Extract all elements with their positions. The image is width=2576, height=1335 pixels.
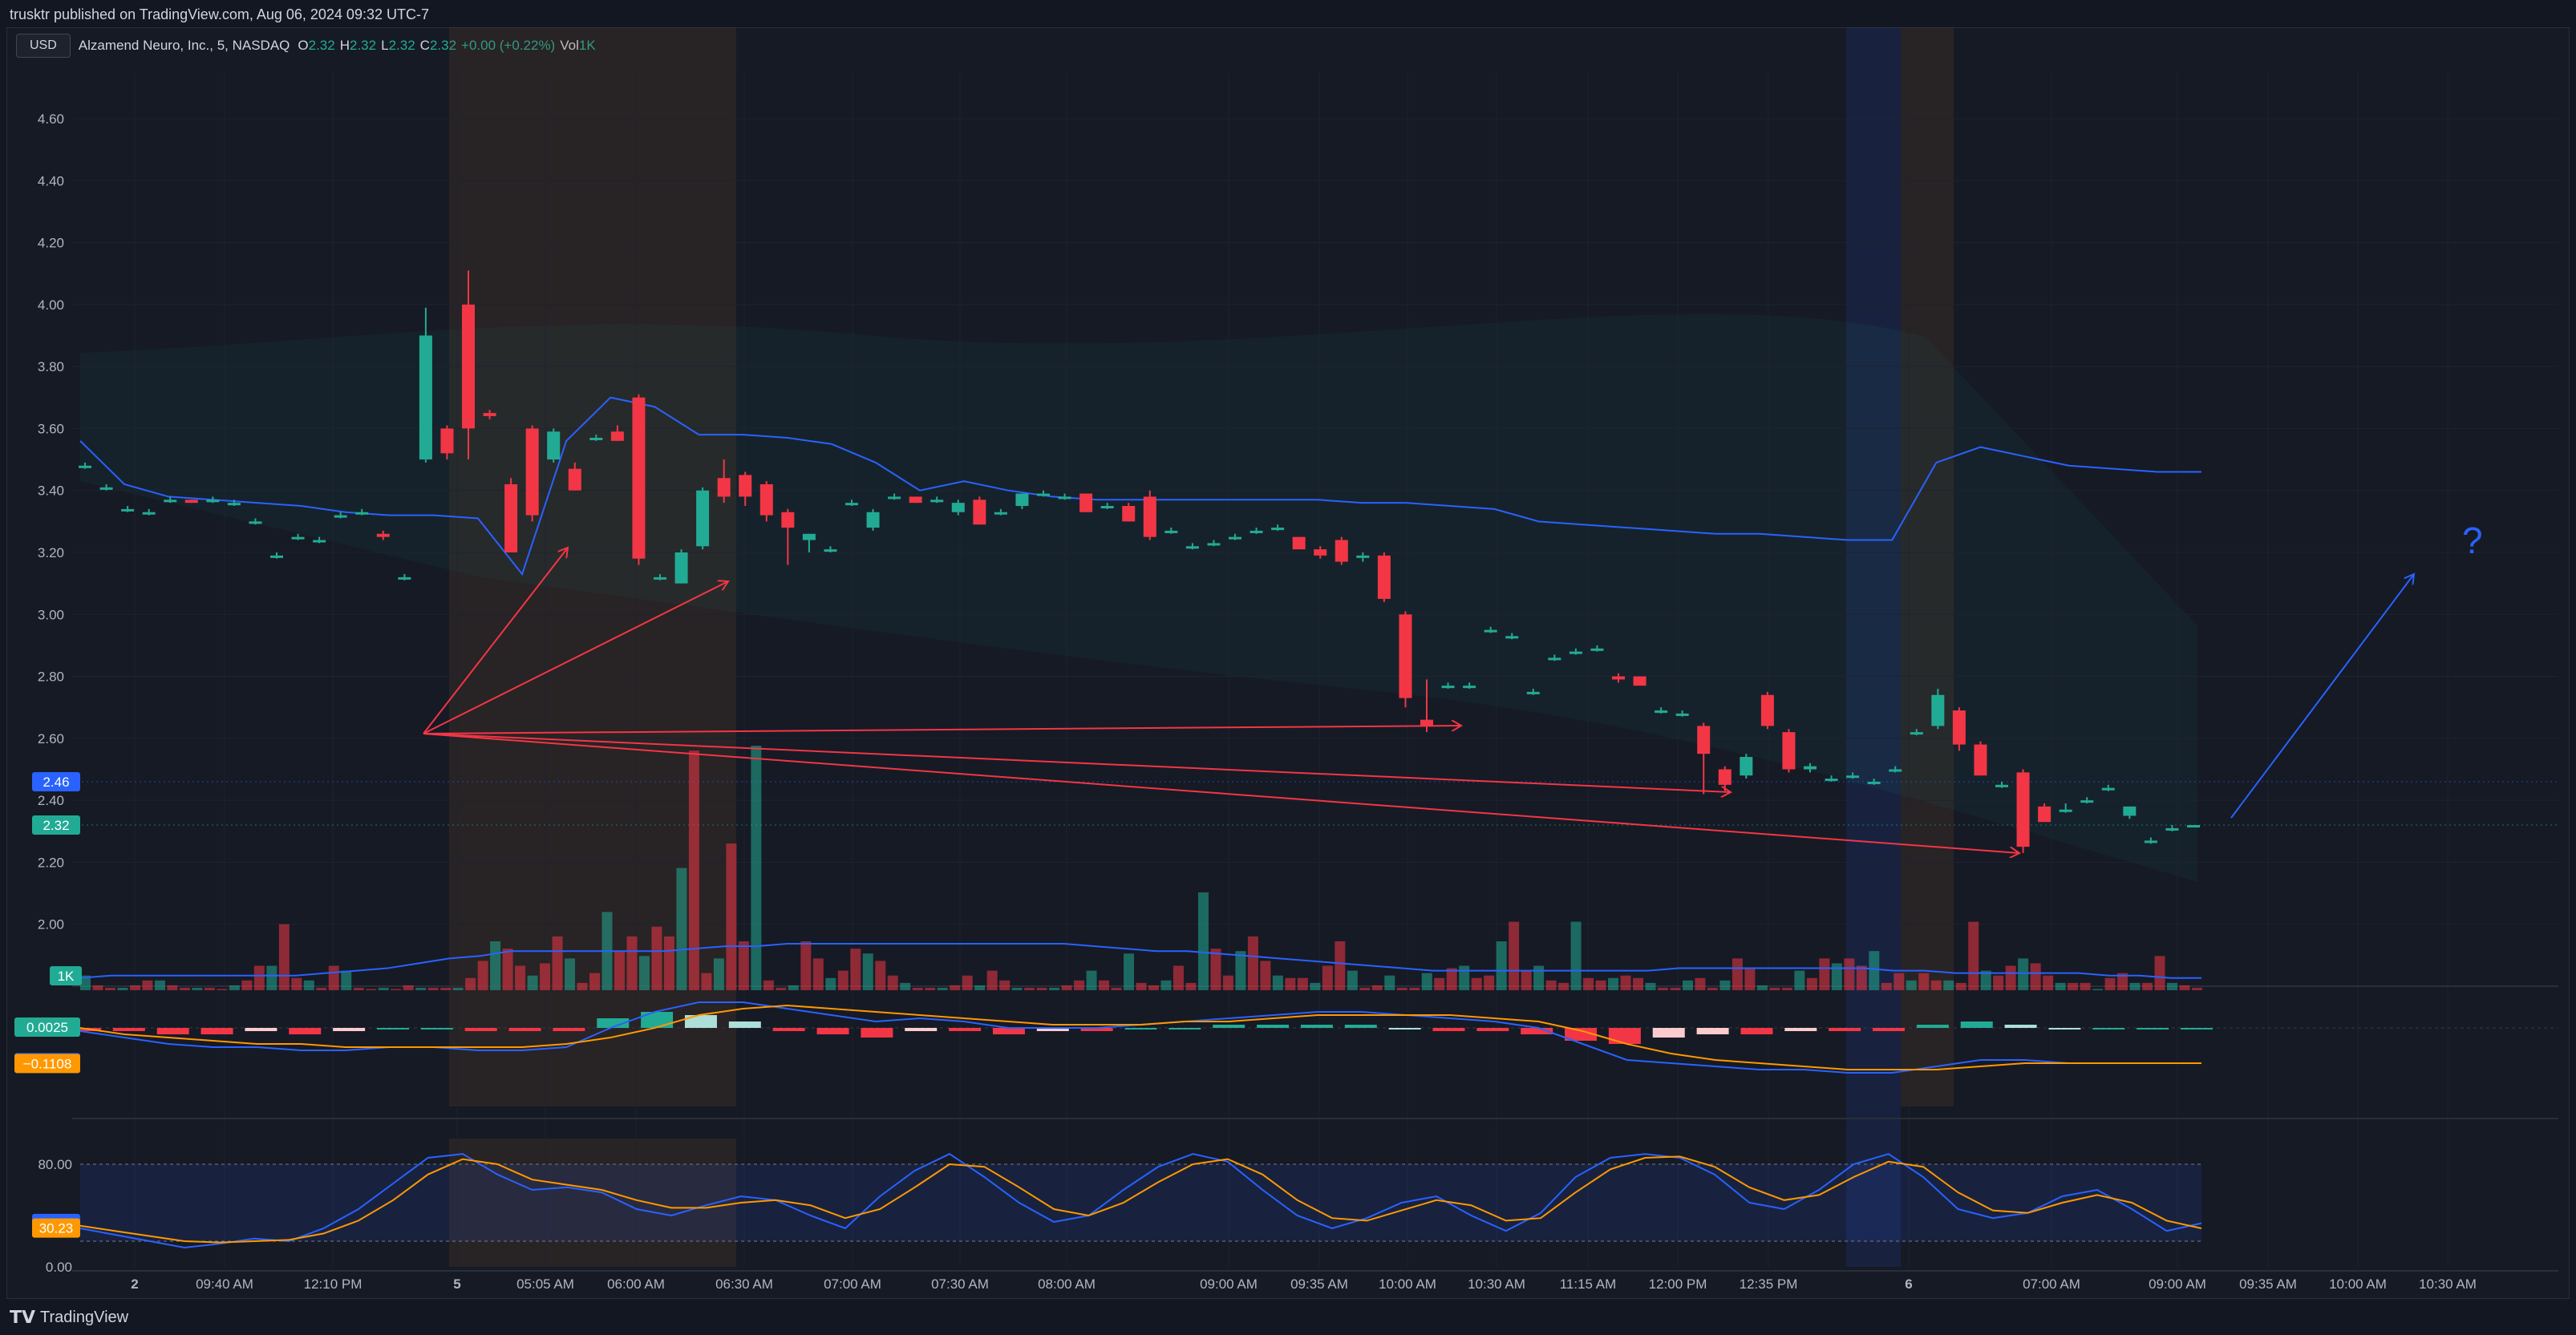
low-label: L bbox=[381, 38, 389, 53]
change-value: +0.00 (+0.22%) bbox=[461, 38, 556, 53]
symbol-title[interactable]: Alzamend Neuro, Inc., 5, NASDAQ bbox=[78, 38, 290, 53]
tradingview-logo-text: TradingView bbox=[40, 1308, 129, 1326]
open-label: O bbox=[298, 38, 309, 53]
high-label: H bbox=[339, 38, 350, 53]
volume-label: Vol bbox=[560, 38, 579, 53]
low-value: 2.32 bbox=[388, 38, 415, 53]
ohlc-readout: O2.32 H2.32 L2.32 C2.32 +0.00 (+0.22%) V… bbox=[298, 38, 595, 54]
tradingview-logo[interactable]: 𝗧𝗩 TradingView bbox=[10, 1307, 128, 1328]
publisher-line: trusktr published on TradingView.com, Au… bbox=[10, 6, 429, 22]
chart-frame[interactable] bbox=[6, 27, 2570, 1299]
close-value: 2.32 bbox=[429, 38, 457, 53]
symbol-bar: USD Alzamend Neuro, Inc., 5, NASDAQ O2.3… bbox=[16, 32, 596, 59]
close-label: C bbox=[419, 38, 430, 53]
tradingview-logo-mark: 𝗧𝗩 bbox=[10, 1307, 36, 1327]
currency-button[interactable]: USD bbox=[16, 34, 71, 58]
high-value: 2.32 bbox=[350, 38, 377, 53]
volume-value: 1K bbox=[578, 38, 596, 53]
open-value: 2.32 bbox=[308, 38, 335, 53]
